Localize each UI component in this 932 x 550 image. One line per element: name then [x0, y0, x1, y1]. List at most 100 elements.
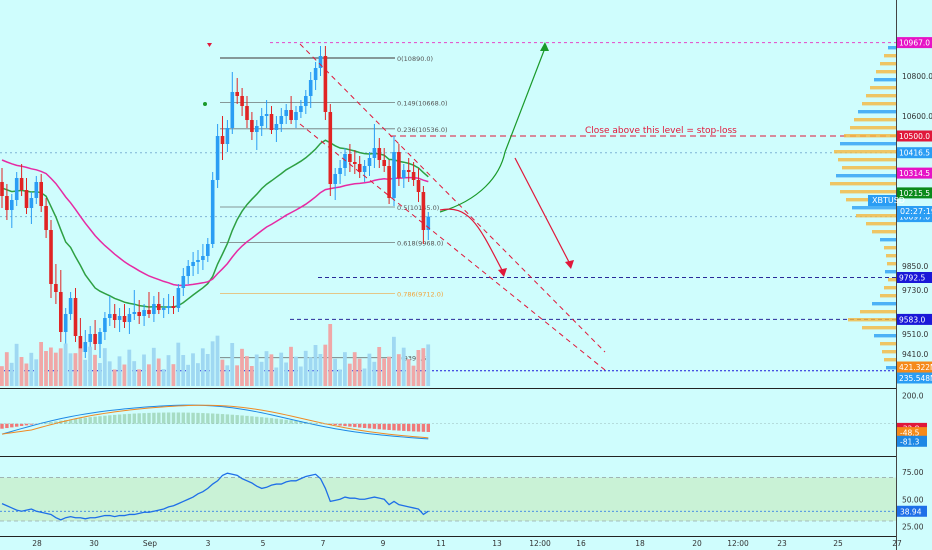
- signal-marker: [203, 102, 207, 106]
- volume-profile-bar-15: [842, 166, 896, 170]
- volume-profile-bar-38: [882, 350, 896, 354]
- volume-profile-bar-26: [886, 254, 896, 258]
- candle-body-33: [161, 308, 166, 310]
- macd-hist-25: [122, 414, 127, 424]
- volume-profile-bar-35: [862, 326, 896, 330]
- channel-line-lower: [299, 123, 606, 371]
- projection-red-short: [439, 208, 504, 273]
- candle-body-11: [54, 284, 58, 292]
- rsi-tag: 38.94: [900, 507, 922, 516]
- candle-body-14: [68, 298, 73, 314]
- macd-hist-50: [245, 415, 249, 424]
- time-tick-1: 30: [89, 539, 99, 548]
- volume-bar-26: [127, 349, 132, 386]
- candle-body-0: [0, 182, 4, 196]
- time-tick-7: 11: [436, 539, 446, 548]
- volume-bar-77: [377, 347, 382, 386]
- price-tick-5: 9410.0: [902, 350, 928, 359]
- volume-bar-27: [132, 361, 137, 386]
- macd-hist-86: [421, 423, 426, 432]
- macd-hist-38: [186, 412, 190, 424]
- volume-bar-68: [333, 358, 337, 386]
- volume-bar-82: [401, 347, 406, 386]
- volume-bar-1: [4, 352, 9, 386]
- candle-body-56: [274, 124, 279, 130]
- fib-label-2: 0.236(10536.0): [397, 126, 448, 134]
- rsi-tick-0: 75.00: [902, 468, 924, 477]
- macd-hist-4: [19, 423, 24, 427]
- volume-bar-62: [303, 350, 308, 386]
- candle-body-82: [402, 170, 406, 178]
- volume-bar-48: [235, 365, 239, 386]
- time-tick-4: 5: [261, 539, 266, 548]
- macd-hist-16: [78, 418, 83, 424]
- price-tag-7: 9583.0: [899, 315, 925, 324]
- volume-bar-35: [171, 364, 176, 386]
- macd-hist-51: [250, 416, 254, 424]
- macd-hist-58: [284, 419, 288, 424]
- volume-bar-31: [151, 347, 156, 386]
- volume-bar-17: [83, 359, 88, 386]
- volume-bar-69: [338, 369, 342, 386]
- volume-profile-bar-37: [880, 342, 896, 346]
- volume-bar-85: [416, 350, 421, 386]
- volume-bar-16: [78, 348, 83, 386]
- volume-bar-78: [382, 358, 386, 386]
- volume-profile-bar-29: [888, 278, 896, 282]
- time-tick-13: 12:00: [727, 539, 749, 548]
- candle-body-31: [152, 304, 156, 314]
- volume-bar-49: [240, 348, 244, 386]
- candle-body-12: [59, 292, 63, 332]
- volume-bar-61: [298, 366, 303, 386]
- candle-body-8: [39, 182, 43, 206]
- projection-green-up: [504, 47, 546, 153]
- macd-hist-78: [382, 423, 386, 430]
- macd-hist-44: [215, 413, 220, 424]
- macd-hist-54: [264, 417, 269, 424]
- volume-profile-bar-40: [886, 366, 896, 370]
- volume-profile-bar-36: [874, 334, 896, 338]
- macd-hist-34: [166, 412, 171, 424]
- volume-profile-bar-3: [876, 70, 896, 74]
- candle-body-22: [108, 314, 112, 318]
- volume-profile-bar-24: [880, 238, 896, 242]
- candle-body-42: [206, 244, 210, 256]
- volume-bar-19: [93, 354, 97, 386]
- volume-bar-13: [63, 343, 68, 386]
- candle-body-43: [210, 180, 215, 244]
- macd-hist-33: [162, 412, 166, 424]
- candle-body-64: [313, 68, 318, 80]
- volume-profile-bar-17: [830, 182, 896, 186]
- macd-hist-53: [260, 417, 264, 424]
- volume-bar-66: [323, 344, 328, 386]
- volume-bar-3: [14, 343, 19, 386]
- candle-body-47: [230, 92, 235, 128]
- macd-hist-72: [353, 423, 357, 428]
- candle-body-84: [411, 172, 416, 180]
- macd-hist-11: [54, 421, 58, 424]
- macd-hist-84: [411, 423, 416, 432]
- volume-bar-18: [88, 346, 92, 386]
- candle-body-69: [338, 168, 342, 174]
- volume-bar-30: [147, 364, 151, 386]
- symbol-label: XBTUSD: [872, 196, 905, 205]
- volume-profile-bar-6: [866, 94, 896, 98]
- volume-bar-53: [259, 361, 264, 386]
- volume-bar-50: [245, 356, 249, 386]
- candle-body-4: [19, 178, 24, 190]
- candle-body-27: [132, 312, 137, 314]
- macd-hist-26: [127, 413, 132, 424]
- candle-body-78: [382, 160, 386, 166]
- candle-body-60: [294, 112, 298, 120]
- time-tick-8: 13: [492, 539, 502, 548]
- candle-body-5: [24, 190, 29, 208]
- macd-tag-bg-2: [897, 435, 927, 447]
- volume-bar-8: [39, 342, 43, 386]
- candle-body-76: [372, 148, 377, 158]
- price-tick-1: 10600.0: [902, 112, 932, 121]
- volume-profile-bar-12: [840, 142, 896, 146]
- candle-body-52: [255, 126, 259, 132]
- macd-tick-0: 200.0: [902, 391, 924, 400]
- volume-bar-7: [34, 359, 39, 386]
- volume-profile-bar-20: [852, 206, 896, 210]
